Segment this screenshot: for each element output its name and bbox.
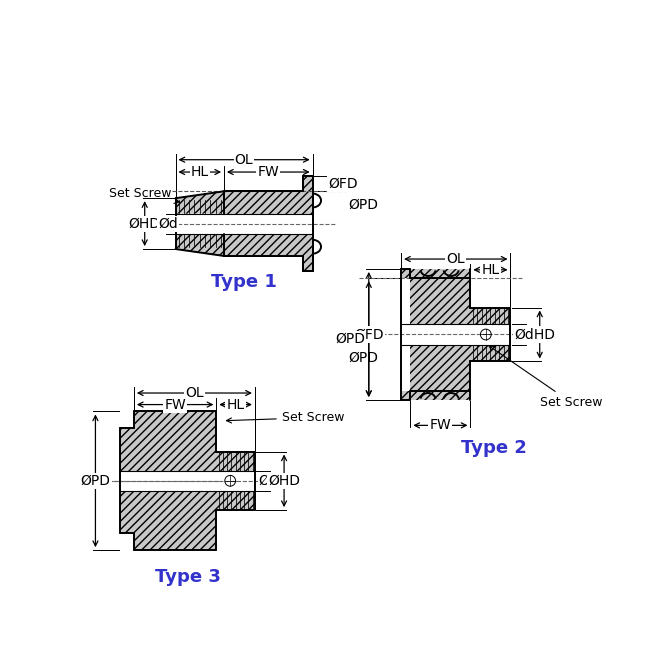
Polygon shape (120, 491, 216, 550)
Text: OL: OL (234, 153, 253, 167)
Text: FW: FW (429, 418, 452, 432)
Polygon shape (401, 344, 470, 400)
Polygon shape (224, 234, 313, 271)
Text: OL: OL (446, 252, 465, 266)
Text: ØPD: ØPD (348, 198, 378, 212)
Text: Type 3: Type 3 (155, 568, 220, 586)
Bar (120, 471, 255, 491)
Polygon shape (224, 176, 313, 214)
Text: ØPD: ØPD (335, 332, 365, 346)
Text: HL: HL (191, 165, 209, 179)
Polygon shape (470, 269, 511, 324)
Text: FW: FW (257, 165, 279, 179)
Polygon shape (216, 491, 255, 550)
Text: ØFD: ØFD (354, 328, 384, 342)
Text: ØPD: ØPD (349, 350, 379, 364)
Text: Type 2: Type 2 (460, 439, 527, 457)
Text: Set Screw: Set Screw (109, 187, 180, 204)
Polygon shape (224, 176, 313, 271)
Text: ØHD: ØHD (524, 328, 555, 342)
Text: HL: HL (226, 397, 245, 411)
Text: Set Screw: Set Screw (226, 411, 344, 424)
Text: Ød: Ød (259, 474, 279, 488)
Text: Ød: Ød (158, 216, 178, 230)
Text: Type 1: Type 1 (211, 273, 277, 291)
Text: OL: OL (185, 386, 204, 400)
Bar (401, 324, 511, 344)
Polygon shape (216, 411, 255, 471)
Polygon shape (120, 411, 216, 471)
Text: HL: HL (481, 263, 500, 277)
Text: Ød: Ød (515, 328, 534, 342)
Polygon shape (470, 344, 511, 400)
Bar (176, 214, 313, 234)
Text: ØHD: ØHD (129, 216, 161, 230)
Text: ØFD: ØFD (328, 177, 358, 190)
Polygon shape (176, 191, 224, 214)
Text: Set Screw: Set Screw (489, 346, 602, 409)
Text: FW: FW (164, 397, 186, 411)
Polygon shape (401, 269, 470, 324)
Text: ØHD: ØHD (268, 474, 300, 488)
Text: ØPD: ØPD (80, 474, 111, 488)
Polygon shape (176, 234, 224, 256)
